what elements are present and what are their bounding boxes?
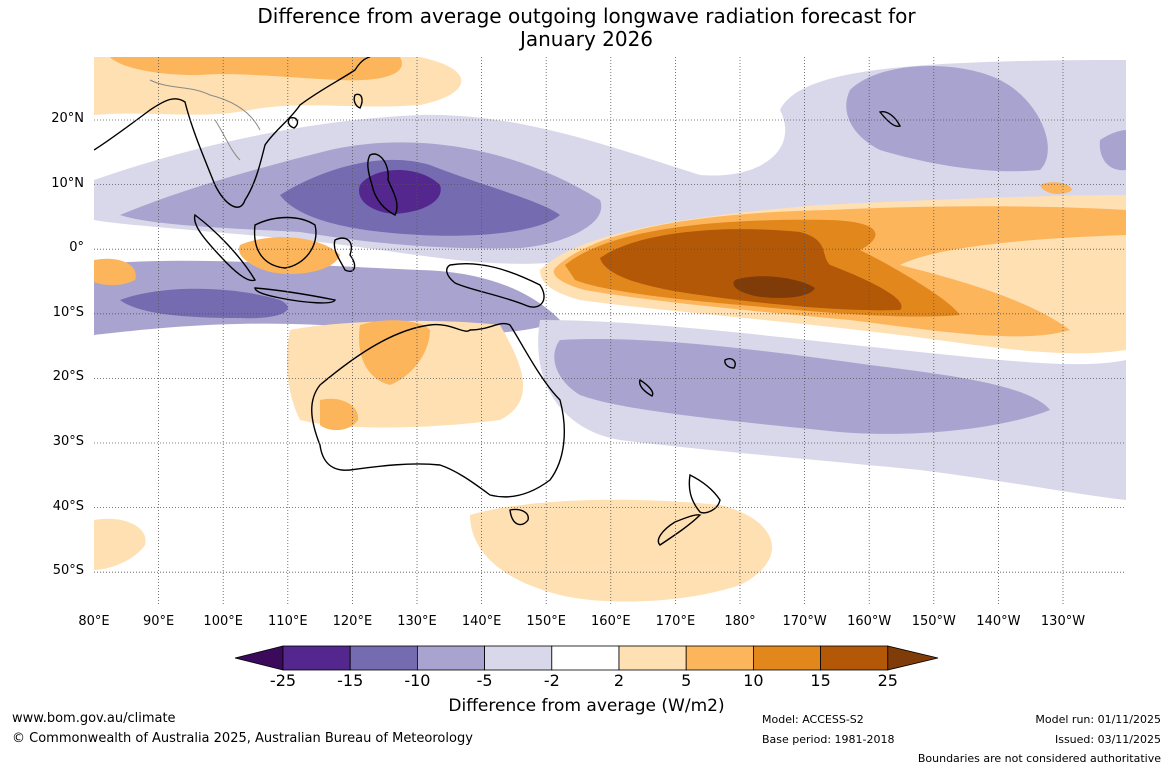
- coastlines: [94, 57, 901, 546]
- contour-neg-medium-northeast: [846, 66, 1048, 172]
- longitude-label: 100°E: [203, 614, 243, 629]
- copyright-text: © Commonwealth of Australia 2025, Austra…: [12, 731, 473, 746]
- colorbar-tick-label: 2: [613, 671, 625, 690]
- longitude-label: 130°W: [1040, 614, 1086, 629]
- colorbar-tick-label: -25: [269, 671, 297, 690]
- latitude-label: 10°N: [51, 175, 84, 191]
- chart-title-line-1: Difference from average outgoing longwav…: [257, 4, 916, 28]
- colorbar-title: Difference from average (W/m2): [448, 696, 725, 716]
- contour-pos-orange-borneo: [239, 237, 340, 275]
- coast-sulawesi: [333, 237, 356, 272]
- coast-new-caledonia: [638, 378, 654, 397]
- longitude-label: 80°E: [78, 614, 110, 629]
- colorbar-tick-label: -5: [476, 671, 493, 690]
- colorbar-segment: [416, 645, 485, 671]
- longitude-label: 150°W: [911, 614, 956, 629]
- chart-title-line-2: January 2026: [519, 27, 654, 51]
- contour-pos-light-tasman: [470, 499, 773, 602]
- latitude-label: 0°: [69, 240, 84, 256]
- contour-neg-dark-java: [120, 288, 288, 319]
- coast-taiwan: [353, 93, 363, 109]
- longitude-label: 170°W: [782, 614, 827, 629]
- colorbar-tick-label: 25: [877, 671, 898, 690]
- latitude-label: 30°S: [52, 434, 84, 449]
- coast-australia: [311, 322, 565, 498]
- contour-pos-orange-asia: [110, 57, 402, 81]
- longitude-label: 110°E: [268, 614, 308, 629]
- contour-pos-darkest-core: [733, 276, 815, 298]
- model-name: Model: ACCESS-S2: [762, 713, 864, 726]
- colorbar-tick-label: 5: [681, 671, 692, 690]
- boundaries-disclaimer: Boundaries are not considered authoritat…: [917, 752, 1161, 765]
- coast-philippines: [367, 153, 398, 216]
- colorbar-segment: [820, 645, 889, 671]
- coast-fiji: [724, 358, 736, 369]
- longitude-label: 150°E: [526, 614, 566, 629]
- colorbar-tick-label: -15: [337, 671, 364, 690]
- colorbar-segment: [618, 645, 687, 671]
- coast-tasmania: [509, 508, 529, 526]
- model-run-date: Model run: 01/11/2025: [1035, 713, 1161, 726]
- coast-sumatra: [193, 213, 257, 282]
- latitude-label: 40°S: [52, 498, 84, 514]
- longitude-label: 170°E: [655, 614, 696, 629]
- contour-pos-orange-north-australia: [359, 320, 430, 385]
- latitude-label: 10°S: [52, 304, 84, 320]
- colorbar-segment: [753, 645, 822, 671]
- coast-new-zealand: [657, 473, 721, 546]
- longitude-label: 160°E: [591, 614, 631, 629]
- colorbar-segment: [685, 645, 754, 671]
- anomaly-field: [94, 57, 1126, 605]
- website-link[interactable]: www.bom.gov.au/climate: [12, 711, 176, 726]
- coast-hawaii: [878, 111, 901, 128]
- colorbar-segment: [484, 645, 553, 671]
- coast-mainland-asia: [94, 57, 371, 208]
- contour-pos-light-north-pacific: [1040, 182, 1072, 195]
- contour-pos-light-sumatra: [94, 258, 136, 286]
- contour-neg-medium-south-pacific: [554, 339, 1050, 434]
- longitude-label: 140°E: [461, 614, 502, 629]
- longitude-label: 140°W: [976, 614, 1021, 629]
- colorbar-tick-label: 15: [810, 671, 831, 690]
- coast-borneo: [253, 216, 317, 269]
- longitude-label: 90°E: [142, 614, 175, 629]
- colorbar-extend-low: [234, 645, 284, 671]
- graticule: [94, 57, 1126, 605]
- contour-pos-light-southwest: [94, 518, 146, 570]
- colorbar-segment: [349, 645, 418, 671]
- colorbar-extend-high: [887, 645, 939, 671]
- coast-hainan: [287, 116, 299, 129]
- country-boundaries: [149, 79, 261, 161]
- colorbar-tick-label: -10: [404, 671, 431, 690]
- contour-pos-orange-west-australia: [320, 398, 359, 431]
- colorbar-segment: [282, 645, 351, 671]
- latitude-label: 50°S: [52, 563, 84, 579]
- longitude-label: 120°E: [332, 614, 373, 629]
- issued-date: Issued: 03/11/2025: [1054, 733, 1161, 746]
- latitude-label: 20°N: [51, 111, 84, 126]
- coast-java: [254, 287, 336, 304]
- colorbar-tick-label: -2: [543, 671, 560, 690]
- colorbar-tick-label: 10: [743, 671, 764, 690]
- longitude-label: 160°W: [847, 614, 892, 629]
- base-period: Base period: 1981-2018: [762, 733, 895, 746]
- longitude-label: 130°E: [397, 614, 437, 629]
- colorbar-segment: [551, 645, 620, 671]
- longitude-label: 180°: [724, 614, 756, 629]
- coast-new-guinea: [446, 263, 545, 308]
- contour-neg-medium-east: [1099, 130, 1126, 171]
- colorbar: [234, 645, 939, 671]
- latitude-label: 20°S: [52, 369, 84, 385]
